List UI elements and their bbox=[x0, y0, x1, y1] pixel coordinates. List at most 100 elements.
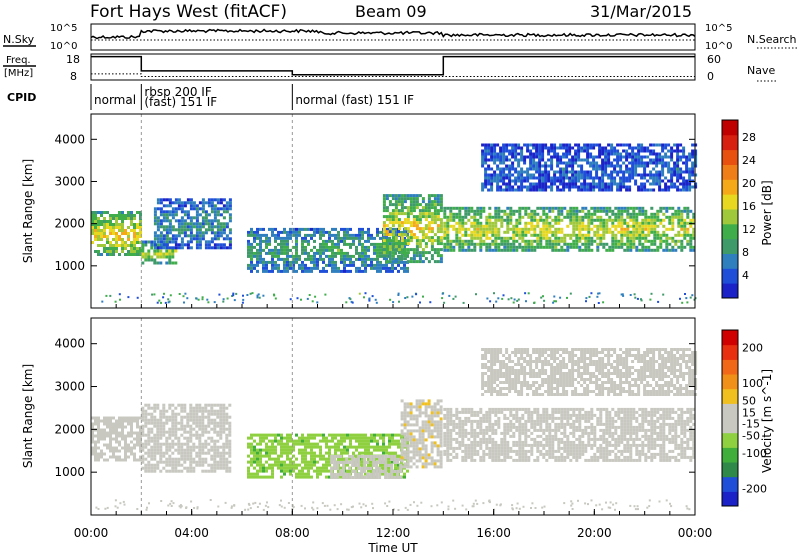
range-cell bbox=[109, 241, 112, 244]
range-cell bbox=[136, 431, 139, 435]
range-cell bbox=[569, 215, 573, 219]
range-cell bbox=[219, 213, 223, 217]
range-cell bbox=[204, 240, 208, 244]
range-cell bbox=[680, 218, 684, 222]
range-cell bbox=[406, 432, 410, 436]
range-cell bbox=[286, 433, 289, 437]
range-cell bbox=[400, 257, 404, 261]
range-cell bbox=[357, 455, 361, 458]
range-cell bbox=[430, 215, 434, 219]
range-cell bbox=[403, 462, 407, 466]
range-cell bbox=[150, 421, 154, 425]
range-cell bbox=[553, 149, 557, 153]
range-cell bbox=[219, 451, 223, 455]
range-cell bbox=[689, 233, 693, 237]
range-cell bbox=[385, 194, 389, 198]
range-cell bbox=[673, 173, 677, 177]
range-cell bbox=[393, 470, 397, 473]
range-cell bbox=[304, 475, 307, 479]
range-cell bbox=[354, 461, 358, 464]
range-cell bbox=[497, 209, 501, 213]
freq-strip: Freq. [MHz] 18 8 60 0 Nave bbox=[3, 53, 777, 83]
range-cell bbox=[439, 206, 443, 210]
range-cell bbox=[292, 460, 295, 464]
range-cell bbox=[156, 460, 160, 464]
range-cell bbox=[652, 167, 656, 171]
range-cell bbox=[298, 227, 301, 231]
range-cell bbox=[168, 442, 172, 446]
range-cell bbox=[340, 451, 343, 455]
range-cell bbox=[665, 239, 669, 243]
range-cell bbox=[382, 439, 385, 443]
range-cell bbox=[174, 207, 178, 211]
range-cell bbox=[201, 430, 205, 434]
range-cell bbox=[319, 245, 322, 249]
range-cell bbox=[403, 251, 407, 255]
range-cell bbox=[598, 182, 602, 186]
range-cell bbox=[262, 466, 265, 470]
range-cell bbox=[536, 224, 540, 228]
range-cell bbox=[133, 250, 136, 253]
range-cell bbox=[388, 236, 391, 240]
range-cell bbox=[671, 221, 675, 225]
range-cell bbox=[316, 472, 319, 476]
range-cell bbox=[577, 188, 581, 192]
range-cell bbox=[228, 207, 232, 211]
range-cell bbox=[147, 427, 151, 431]
range-cell bbox=[671, 212, 675, 216]
range-cell bbox=[295, 475, 298, 479]
range-cell bbox=[536, 218, 540, 222]
range-cell bbox=[409, 405, 413, 409]
range-cell bbox=[390, 458, 394, 461]
range-cell bbox=[174, 234, 178, 238]
range-cell bbox=[406, 435, 410, 439]
range-cell bbox=[159, 427, 163, 431]
range-cell bbox=[686, 239, 690, 243]
range-cell bbox=[204, 228, 208, 232]
range-cell bbox=[331, 433, 334, 437]
range-cell bbox=[366, 467, 370, 470]
range-cell bbox=[174, 198, 178, 202]
range-cell bbox=[366, 455, 370, 458]
range-cell bbox=[271, 445, 274, 449]
range-cell bbox=[198, 234, 202, 238]
range-cell bbox=[580, 188, 584, 192]
range-cell bbox=[545, 224, 549, 228]
range-cell bbox=[156, 445, 160, 449]
colorbar-swatch bbox=[722, 120, 738, 136]
range-cell bbox=[198, 439, 202, 443]
range-cell bbox=[436, 227, 440, 231]
range-cell bbox=[268, 466, 271, 470]
range-cell bbox=[632, 230, 636, 234]
range-cell bbox=[174, 237, 178, 241]
range-cell bbox=[286, 457, 289, 461]
range-cell bbox=[222, 418, 226, 422]
range-cell bbox=[541, 179, 545, 183]
range-cell bbox=[599, 206, 603, 210]
range-cell bbox=[112, 223, 115, 226]
range-cell bbox=[631, 158, 635, 162]
range-cell bbox=[103, 220, 106, 223]
range-cell bbox=[418, 230, 422, 234]
range-cell bbox=[165, 219, 169, 223]
range-cell bbox=[520, 185, 524, 189]
range-cell bbox=[348, 476, 352, 479]
range-cell bbox=[494, 209, 498, 213]
range-cell bbox=[286, 233, 289, 237]
range-cell bbox=[490, 146, 494, 150]
range-cell bbox=[292, 257, 295, 261]
range-cell bbox=[177, 204, 181, 208]
range-cell bbox=[656, 233, 660, 237]
range-cell bbox=[216, 237, 220, 241]
range-cell bbox=[112, 214, 115, 217]
range-cell bbox=[192, 412, 196, 416]
range-cell bbox=[400, 251, 404, 255]
range-cell bbox=[689, 239, 693, 243]
range-cell bbox=[307, 233, 310, 237]
range-cell bbox=[204, 216, 208, 220]
range-cell bbox=[289, 436, 292, 440]
range-cell bbox=[532, 176, 536, 180]
range-cell bbox=[171, 466, 175, 470]
range-cell bbox=[390, 455, 394, 458]
range-cell bbox=[590, 227, 594, 231]
